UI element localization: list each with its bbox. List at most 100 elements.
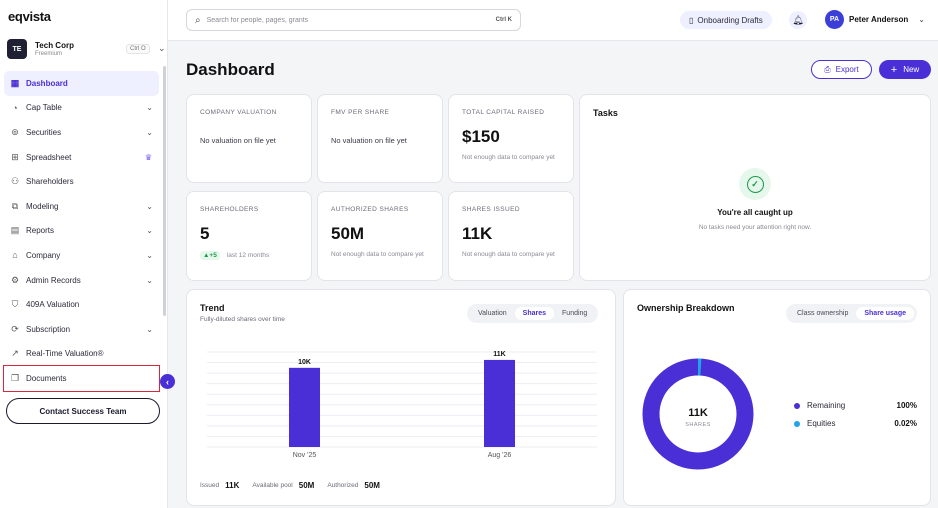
legend-dot — [794, 420, 800, 427]
sidebar-item-subscription[interactable]: ⟳ Subscription ⌄ — [4, 317, 159, 342]
kpi-value: 50M — [331, 224, 365, 243]
contact-success-team-button[interactable]: Contact Success Team — [6, 398, 160, 424]
tasks-card: Tasks ✓ You're all caught up No tasks ne… — [579, 94, 931, 281]
kpi-label: AUTHORIZED SHARES — [331, 206, 409, 213]
chevron-left-icon: ‹ — [166, 376, 169, 387]
chevron-down-icon: ⌄ — [146, 103, 153, 113]
x-tick-label: Nov '25 — [293, 452, 317, 459]
kpi-card-fmv-per-share: FMV PER SHARE No valuation on file yet — [317, 94, 443, 183]
tab-class-ownership[interactable]: Class ownership — [797, 310, 849, 317]
kpi-card-company-valuation: COMPANY VALUATION No valuation on file y… — [186, 94, 312, 183]
kpi-value: 11K — [462, 224, 493, 243]
ownership-donut-chart: 11K SHARES — [642, 358, 754, 470]
sidebar-item-real-time-valuation[interactable]: ↗ Real-Time Valuation® — [4, 342, 159, 367]
footer-pool-value: 50M — [298, 481, 315, 490]
sidebar-item-dashboard[interactable]: ▦ Dashboard — [4, 71, 159, 96]
donut-slice-equities — [642, 358, 754, 470]
export-icon: ⎙ — [824, 64, 831, 74]
kpi-label: SHAREHOLDERS — [200, 206, 259, 213]
sidebar-item-company[interactable]: ⌂ Company ⌄ — [4, 243, 159, 268]
sidebar-scrollbar[interactable] — [163, 66, 166, 316]
sidebar-item-label: Documents — [26, 373, 67, 383]
legend-pct: 0.02% — [894, 419, 917, 428]
subscription-icon: ⟳ — [11, 323, 19, 334]
collapse-sidebar-button[interactable]: ‹ — [160, 374, 175, 389]
users-icon: ⚇ — [10, 176, 20, 187]
sidebar-item-modeling[interactable]: ⧉ Modeling ⌄ — [4, 194, 159, 219]
kpi-value: 5 — [200, 224, 210, 243]
chevron-down-icon: ⌄ — [146, 324, 153, 334]
sidebar-nav: ▦ Dashboard ◔ Cap Table ⌄ ⊚ Securities ⌄… — [3, 71, 160, 392]
new-button[interactable]: + New — [879, 60, 931, 79]
pie-icon: ◔ — [12, 102, 18, 113]
search-shortcut: Ctrl K — [495, 17, 512, 23]
chevron-down-icon: ⌄ — [146, 275, 153, 285]
org-switcher[interactable]: TE Tech Corp Freemium Ctrl O ⌄ — [7, 37, 166, 61]
kpi-note: Not enough data to compare yet — [462, 154, 555, 161]
kpi-label: SHARES ISSUED — [462, 206, 520, 213]
sidebar-item-cap-table[interactable]: ◔ Cap Table ⌄ — [4, 96, 159, 121]
new-label: New — [903, 65, 920, 74]
user-menu[interactable]: PA Peter Anderson ⌄ — [825, 10, 925, 29]
sidebar-item-label: Admin Records — [26, 275, 81, 285]
trend-tabs: Valuation Shares Funding — [467, 304, 599, 323]
tab-funding[interactable]: Funding — [562, 310, 588, 317]
tab-valuation[interactable]: Valuation — [478, 310, 507, 317]
tab-share-usage[interactable]: Share usage — [856, 307, 914, 320]
company-icon: ⌂ — [12, 250, 18, 261]
kpi-card-shareholders: SHAREHOLDERS 5 ▲+5 last 12 months — [186, 191, 312, 281]
legend-dot — [794, 402, 800, 409]
chevron-down-icon: ⌄ — [146, 226, 153, 236]
sidebar-item-label: 409A Valuation — [26, 300, 80, 310]
tasks-heading: You're all caught up — [717, 208, 793, 217]
sidebar-item-reports[interactable]: ▤ Reports ⌄ — [4, 219, 159, 244]
bar — [289, 367, 320, 447]
sidebar-item-label: Cap Table — [26, 103, 62, 113]
admin-icon: ⚙ — [10, 274, 20, 285]
sidebar-item-securities[interactable]: ⊚ Securities ⌄ — [4, 120, 159, 145]
org-shortcut-badge: Ctrl O — [126, 44, 150, 54]
trend-subtitle: Fully-diluted shares over time — [200, 316, 285, 323]
onboarding-drafts-button[interactable]: ▯ Onboarding Drafts — [680, 11, 772, 29]
org-name: Tech Corp — [35, 41, 74, 50]
sidebar-item-label: Spreadsheet — [26, 152, 72, 162]
kpi-value: $150 — [462, 127, 500, 146]
kpi-empty-text: No valuation on file yet — [200, 136, 276, 145]
coins-icon: ⊚ — [11, 126, 19, 137]
legend-pct: 100% — [896, 401, 917, 410]
tab-shares[interactable]: Shares — [514, 307, 555, 320]
kpi-note: Not enough data to compare yet — [331, 251, 424, 258]
notifications-button[interactable]: 🔔︎ — [789, 11, 807, 29]
legend-label: Remaining — [807, 401, 846, 410]
ownership-title: Ownership Breakdown — [637, 303, 735, 313]
footer-authorized-value: 50M — [364, 481, 380, 490]
app-logo[interactable]: eqvista — [8, 9, 51, 24]
grid-icon: ▦ — [10, 77, 20, 88]
sidebar-item-label: Subscription — [26, 324, 71, 334]
chevron-down-icon: ⌄ — [146, 201, 153, 211]
trend-icon: ↗ — [11, 348, 19, 359]
donut-center-label: SHARES — [685, 422, 711, 428]
sidebar-item-spreadsheet[interactable]: ⊞ Spreadsheet ♛ — [4, 145, 159, 170]
model-icon: ⧉ — [11, 200, 19, 211]
org-avatar: TE — [7, 39, 27, 59]
delta-badge: ▲+5 — [200, 251, 220, 260]
search-input[interactable] — [206, 16, 477, 24]
kpi-label: COMPANY VALUATION — [200, 109, 277, 116]
export-button[interactable]: ⎙ Export — [811, 60, 872, 79]
search-box[interactable]: ⌕ Ctrl K — [186, 9, 521, 31]
crown-icon: ♛ — [144, 152, 152, 162]
footer-issued-value: 11K — [225, 481, 240, 490]
sidebar-item-shareholders[interactable]: ⚇ Shareholders — [4, 169, 159, 194]
sidebar-item-409a-valuation[interactable]: ⛉ 409A Valuation — [4, 292, 159, 317]
sidebar-item-documents[interactable]: ❐ Documents — [3, 365, 160, 392]
delta-period: last 12 months — [226, 252, 270, 259]
sidebar-item-admin-records[interactable]: ⚙ Admin Records ⌄ — [4, 268, 159, 293]
tasks-subtext: No tasks need your attention right now. — [698, 224, 812, 231]
footer-issued-label: Issued — [200, 482, 220, 489]
sidebar-item-label: Company — [26, 250, 61, 260]
kpi-card-total-capital-raised: TOTAL CAPITAL RAISED $150 Not enough dat… — [448, 94, 574, 183]
x-tick-label: Aug '26 — [488, 452, 512, 459]
chevron-down-icon: ⌄ — [146, 127, 153, 137]
chevron-down-icon[interactable]: ⌄ — [158, 43, 166, 53]
